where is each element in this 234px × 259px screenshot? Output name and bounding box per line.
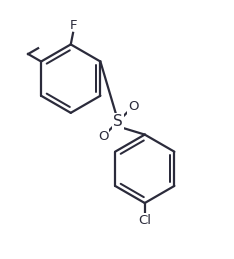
Text: O: O (128, 100, 139, 113)
Text: O: O (98, 130, 108, 143)
Text: F: F (69, 19, 77, 32)
Text: S: S (113, 114, 123, 129)
Text: Cl: Cl (138, 214, 151, 227)
